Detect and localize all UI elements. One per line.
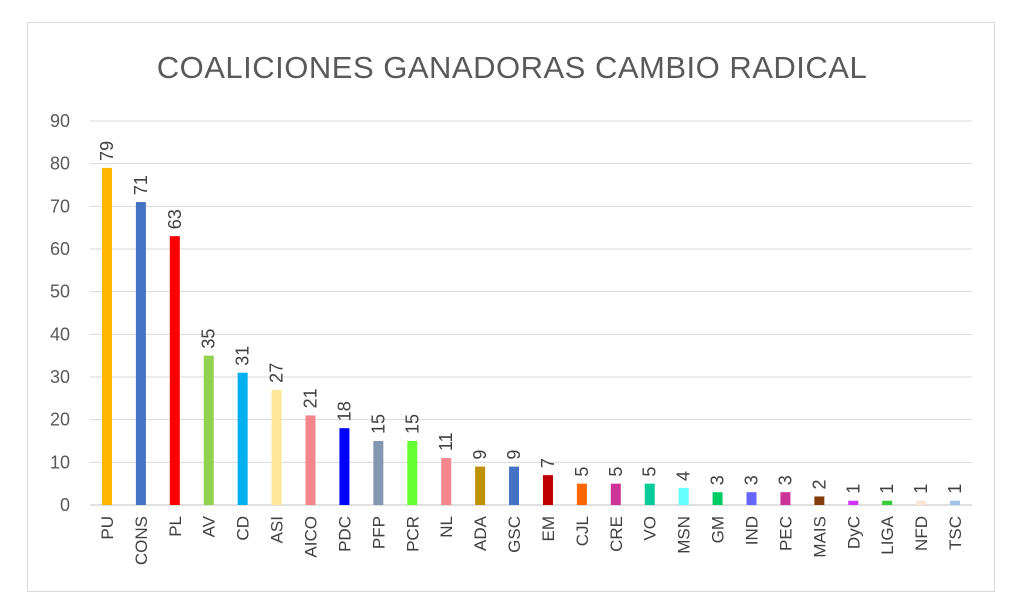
bar-nfd xyxy=(916,500,927,505)
y-tick-label: 30 xyxy=(50,367,70,387)
bar-msn xyxy=(678,487,689,505)
x-axis-category-labels: PU CONS PL AV CD ASI AICO PDC PFP PCR NL ADA GSC EM CJ… xyxy=(98,515,965,565)
bar-cjl xyxy=(576,483,587,505)
x-category-label: ASI xyxy=(268,516,287,543)
y-tick-label: 80 xyxy=(50,154,70,174)
bar-mais xyxy=(814,496,825,505)
data-label: 3 xyxy=(742,475,762,485)
bar-ada xyxy=(475,466,486,505)
data-label: 11 xyxy=(436,432,456,451)
data-label: 5 xyxy=(640,467,660,477)
bar-dyc xyxy=(848,500,859,505)
bar-pec xyxy=(780,492,791,505)
data-label: 15 xyxy=(402,414,422,434)
bar-gsc xyxy=(509,466,520,505)
x-category-label: DyC xyxy=(844,516,863,549)
x-category-label: MAIS xyxy=(810,516,829,558)
bar-pdc xyxy=(339,428,350,505)
bar-pcr xyxy=(407,441,418,505)
bar-pu xyxy=(101,167,112,505)
data-label: 79 xyxy=(97,141,117,161)
data-label: 1 xyxy=(877,484,897,494)
y-tick-label: 60 xyxy=(50,239,70,259)
bar-cons xyxy=(135,202,146,506)
x-category-label: TSC xyxy=(946,516,965,550)
x-category-label: NFD xyxy=(912,516,931,551)
y-tick-label: 70 xyxy=(50,196,70,216)
y-tick-label: 20 xyxy=(50,410,70,430)
data-label: 5 xyxy=(572,467,592,477)
data-label: 21 xyxy=(301,388,321,408)
x-category-label: PL xyxy=(166,516,185,537)
data-label: 27 xyxy=(267,363,287,383)
data-label: 9 xyxy=(504,450,524,460)
bar-ind xyxy=(746,492,757,505)
y-tick-label: 40 xyxy=(50,324,70,344)
data-label: 2 xyxy=(809,479,829,489)
bar-av xyxy=(203,355,214,505)
bar-cre xyxy=(610,483,621,505)
bar-liga xyxy=(882,500,893,505)
x-category-label: PEC xyxy=(776,516,795,551)
data-label: 63 xyxy=(165,209,185,229)
data-label: 1 xyxy=(911,484,931,494)
x-category-label: CRE xyxy=(607,516,626,552)
bar-pfp xyxy=(373,441,384,505)
data-label: 15 xyxy=(368,414,388,434)
x-category-label: MSN xyxy=(675,516,694,554)
x-category-label: AICO xyxy=(302,516,321,558)
bar-vo xyxy=(644,483,655,505)
data-label: 31 xyxy=(233,346,253,366)
x-category-label: CONS xyxy=(132,516,151,565)
bar-gm xyxy=(712,492,723,505)
bar-pl xyxy=(169,236,180,505)
data-label: 7 xyxy=(538,458,558,468)
bar-tsc xyxy=(950,500,961,505)
x-category-label: EM xyxy=(539,516,558,542)
x-category-label: IND xyxy=(743,516,762,545)
x-category-label: VO xyxy=(641,516,660,541)
data-label: 5 xyxy=(606,467,626,477)
y-tick-label: 10 xyxy=(50,452,70,472)
data-label: 9 xyxy=(470,450,490,460)
data-label: 3 xyxy=(708,475,728,485)
data-label: 35 xyxy=(199,329,219,349)
data-label: 1 xyxy=(945,484,965,494)
data-label: 3 xyxy=(775,475,795,485)
bar-em xyxy=(542,475,553,505)
data-label: 18 xyxy=(334,401,354,421)
y-tick-label: 0 xyxy=(60,495,70,515)
x-category-label: CD xyxy=(234,516,253,541)
bar-asi xyxy=(271,389,282,505)
data-label: 1 xyxy=(843,484,863,494)
y-tick-label: 90 xyxy=(50,111,70,131)
x-category-label: ADA xyxy=(471,515,490,551)
gridlines xyxy=(90,120,972,506)
data-label: 4 xyxy=(674,471,694,481)
bar-cd xyxy=(237,372,248,505)
x-category-label: PFP xyxy=(369,516,388,549)
bars xyxy=(101,167,961,506)
x-category-label: PU xyxy=(98,516,117,540)
x-category-label: PCR xyxy=(403,516,422,552)
x-category-label: PDC xyxy=(335,516,354,552)
y-axis-tick-labels: 0 10 20 30 40 50 60 70 80 90 xyxy=(50,111,70,515)
x-category-label: GSC xyxy=(505,516,524,553)
y-tick-label: 50 xyxy=(50,282,70,302)
bar-nl xyxy=(441,458,452,505)
x-category-label: NL xyxy=(437,516,456,538)
data-label: 71 xyxy=(131,175,151,195)
x-category-label: CJL xyxy=(573,516,592,546)
chart-title: COALICIONES GANADORAS CAMBIO RADICAL xyxy=(156,50,868,85)
bar-aico xyxy=(305,415,316,505)
x-category-label: LIGA xyxy=(878,515,897,554)
x-category-label: AV xyxy=(200,515,219,537)
x-category-label: GM xyxy=(709,516,728,543)
